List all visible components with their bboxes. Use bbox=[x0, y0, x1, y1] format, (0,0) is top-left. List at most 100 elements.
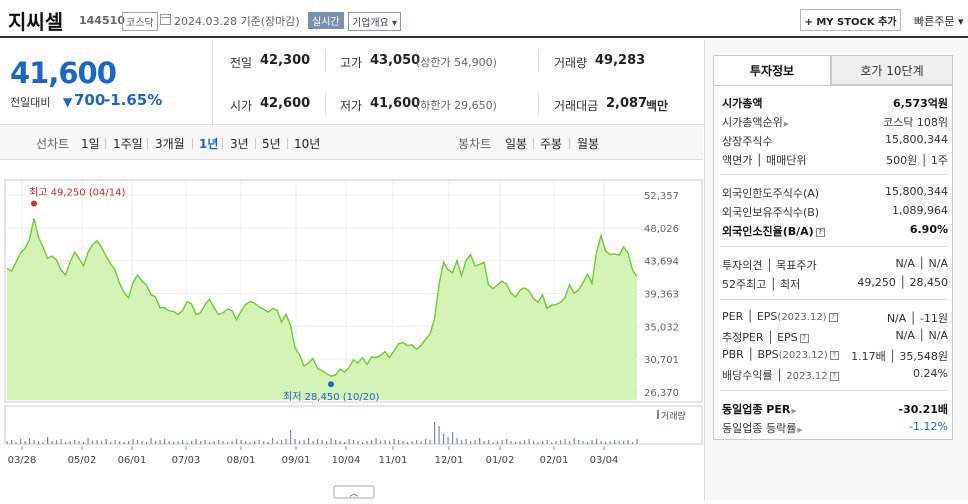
caret-right-icon: ▶ bbox=[797, 426, 803, 434]
period-1d[interactable]: 1일 bbox=[81, 137, 100, 151]
trade-value-label: 거래대금 bbox=[554, 99, 599, 113]
volume-bar bbox=[83, 442, 85, 444]
volume-bar bbox=[456, 438, 458, 444]
company-overview-button[interactable]: 기업개요 ▾ bbox=[348, 12, 401, 31]
low-label: 저가 bbox=[340, 99, 363, 113]
collapse-chart-button bbox=[333, 485, 375, 499]
add-my-stock-button[interactable]: + MY STOCK 추가 bbox=[800, 9, 901, 31]
volume-bar bbox=[569, 441, 571, 444]
help-icon[interactable]: ? bbox=[828, 312, 838, 322]
stock-code: 144510 bbox=[79, 14, 125, 27]
x-tick-label: 06/01 bbox=[118, 455, 147, 466]
volume-bar bbox=[555, 441, 557, 444]
x-tick-label: 08/01 bbox=[227, 455, 256, 466]
volume-bar bbox=[623, 441, 625, 444]
divider bbox=[325, 50, 326, 72]
volume-bar bbox=[65, 442, 67, 444]
foreign-limit-value: 15,800,344 bbox=[885, 185, 948, 198]
opinion-value: N/A │ N/A bbox=[895, 257, 948, 270]
tab-investment-info[interactable]: 투자정보 bbox=[713, 55, 831, 85]
help-icon[interactable]: ? bbox=[799, 333, 809, 343]
open-value: 42,600 bbox=[260, 96, 311, 111]
volume-bar bbox=[281, 440, 283, 444]
volume-bar bbox=[573, 438, 575, 444]
industry-per-row[interactable]: 동일업종 PER▶ -30.21배 bbox=[722, 399, 948, 418]
volume-bar bbox=[303, 440, 305, 444]
period-monthly[interactable]: 월봉 bbox=[577, 137, 600, 151]
volume-bar bbox=[510, 441, 512, 444]
industry-per-value: -30.21배 bbox=[898, 403, 948, 416]
period-5y[interactable]: 5년 bbox=[262, 137, 281, 151]
help-icon[interactable]: ? bbox=[815, 227, 825, 237]
industry-change-row[interactable]: 동일업종 등락률▶ -1.12% bbox=[722, 418, 948, 437]
volume-bar bbox=[267, 442, 269, 444]
volume-bar bbox=[407, 442, 409, 444]
volume-bar bbox=[119, 441, 121, 444]
period-daily[interactable]: 일봉 bbox=[505, 137, 528, 151]
divider bbox=[105, 138, 106, 149]
y-tick-label: 26,370 bbox=[644, 388, 679, 399]
volume-frame bbox=[4, 405, 703, 445]
caret-right-icon: ▶ bbox=[783, 120, 790, 128]
divider bbox=[538, 50, 539, 72]
volume-bar bbox=[371, 440, 373, 444]
volume-bar bbox=[290, 430, 292, 444]
volume-bar bbox=[389, 441, 391, 444]
divider bbox=[147, 138, 148, 149]
period-1y[interactable]: 1년 bbox=[199, 137, 219, 151]
per-value: N/A │ -11원 bbox=[886, 312, 948, 325]
volume-bar bbox=[452, 432, 454, 444]
volume-bar bbox=[258, 440, 260, 444]
period-10y[interactable]: 10년 bbox=[294, 137, 321, 151]
caret-right-icon: ▶ bbox=[791, 407, 797, 415]
quick-order-button[interactable]: 빠른주문 ▾ bbox=[914, 15, 964, 28]
volume-bar bbox=[209, 442, 211, 444]
volume-bar bbox=[564, 439, 566, 444]
volume-bar bbox=[384, 440, 386, 444]
y-tick-label: 39,363 bbox=[644, 290, 679, 301]
realtime-button[interactable]: 실시간 bbox=[308, 12, 344, 29]
high-label: 고가 bbox=[340, 56, 363, 70]
volume-bar bbox=[177, 441, 179, 444]
est-per-row: 추정PER │ EPS? N/A │ N/A bbox=[722, 327, 948, 346]
y-tick-label: 43,694 bbox=[644, 257, 679, 268]
volume-bar bbox=[339, 441, 341, 444]
help-icon[interactable]: ? bbox=[829, 371, 839, 381]
down-triangle-icon: ▼ bbox=[63, 95, 73, 109]
price-chart: 52,357 48,026 43,694 39,363 35,032 30,701 26,3… bbox=[0, 160, 703, 500]
open-label: 시가 bbox=[230, 99, 253, 113]
volume-bar bbox=[429, 440, 431, 444]
volume-bar bbox=[528, 439, 530, 444]
volume-bar bbox=[636, 439, 638, 444]
volume-bar bbox=[213, 441, 215, 444]
volume-bar bbox=[438, 426, 440, 444]
tab-order-book[interactable]: 호가 10단계 bbox=[831, 55, 953, 85]
foreign-hold-row: 외국인보유주식수(B) 1,089,964 bbox=[722, 202, 948, 221]
market-cap-rank-label: 시가총액순위 bbox=[722, 116, 783, 129]
low-marker bbox=[328, 381, 334, 388]
volume-bar bbox=[168, 441, 170, 444]
market-cap-rank-row[interactable]: 시가총액순위▶ 코스닥 108위 bbox=[722, 112, 948, 131]
volume-bar bbox=[11, 440, 13, 444]
pbr-label: PBR │ BPS bbox=[722, 348, 779, 361]
period-3m[interactable]: 3개월 bbox=[155, 137, 185, 151]
volume-bar bbox=[249, 442, 251, 444]
volume-bar bbox=[632, 442, 634, 444]
est-per-value: N/A │ N/A bbox=[895, 329, 948, 342]
high-value: 43,050 bbox=[370, 53, 421, 68]
divider bbox=[720, 246, 948, 247]
volume-bar bbox=[6, 441, 8, 444]
volume-bar bbox=[434, 422, 436, 444]
volume-bar bbox=[393, 439, 395, 444]
period-1w[interactable]: 1주일 bbox=[113, 137, 143, 151]
help-icon[interactable]: ? bbox=[829, 350, 839, 360]
period-3y[interactable]: 3년 bbox=[230, 137, 249, 151]
par-row: 액면가 │ 매매단위 500원 │ 1주 bbox=[722, 150, 948, 169]
divider bbox=[222, 138, 223, 149]
lower-limit: (하한가 29,650) bbox=[416, 99, 497, 112]
volume-bar bbox=[164, 439, 166, 444]
price-chart-svg: 52,357 48,026 43,694 39,363 35,032 30,701 26,3… bbox=[4, 179, 703, 499]
volume-bar bbox=[524, 440, 526, 444]
volume-bar bbox=[101, 441, 103, 444]
period-weekly[interactable]: 주봉 bbox=[540, 137, 563, 151]
